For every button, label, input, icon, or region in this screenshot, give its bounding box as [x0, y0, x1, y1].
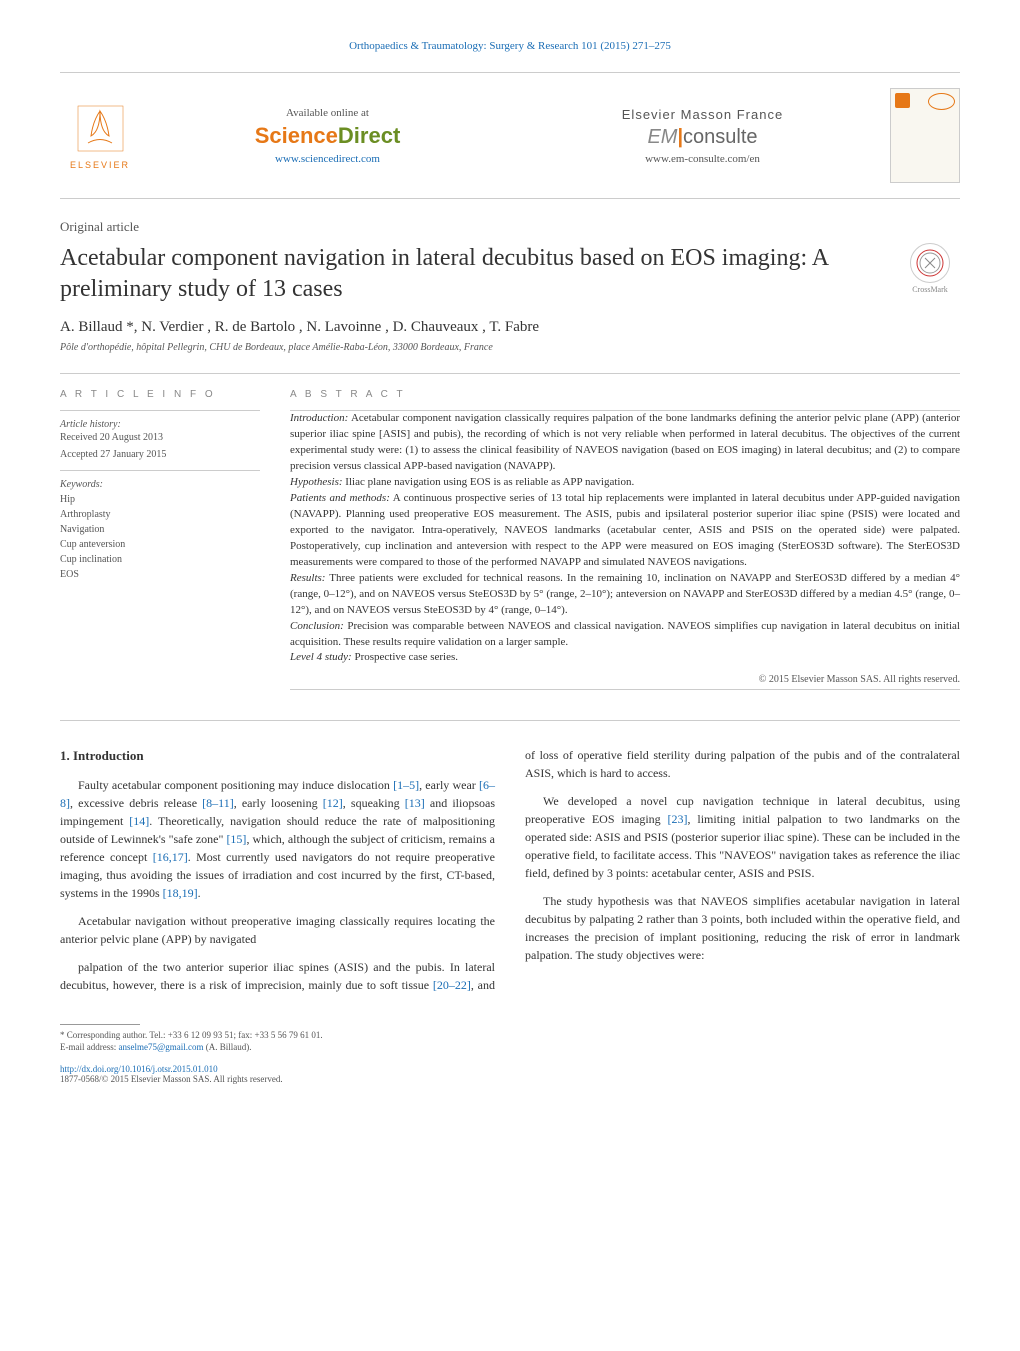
elsevier-tree-icon	[73, 101, 128, 156]
abstract-conclusion-label: Conclusion:	[290, 620, 344, 632]
ref-link[interactable]: [8–11]	[202, 796, 234, 810]
sciencedirect-block: Available online at ScienceDirect www.sc…	[140, 107, 515, 165]
abstract-patients-methods-label: Patients and methods:	[290, 492, 390, 504]
available-online-text: Available online at	[140, 107, 515, 119]
issn-copyright: 1877-0568/© 2015 Elsevier Masson SAS. Al…	[60, 1074, 960, 1084]
section-divider	[60, 720, 960, 721]
accepted-date: Accepted 27 January 2015	[60, 449, 260, 466]
abstract-body: Introduction: Acetabular component navig…	[290, 411, 960, 666]
keywords-list: Hip Arthroplasty Navigation Cup antevers…	[60, 492, 260, 582]
em-consulte-block: Elsevier Masson France EM|consulte www.e…	[515, 107, 890, 165]
ref-link[interactable]: [1–5]	[393, 778, 419, 792]
journal-citation: Orthopaedics & Traumatology: Surgery & R…	[60, 40, 960, 52]
abstract-patients-methods-text: A continuous prospective series of 13 to…	[290, 492, 960, 568]
received-date: Received 20 August 2013	[60, 432, 260, 449]
article-body: 1. Introduction Faulty acetabular compon…	[60, 746, 960, 994]
abstract-hypothesis-text: Iliac plane navigation using EOS is as r…	[343, 476, 635, 488]
em-consulte-url[interactable]: www.em-consulte.com/en	[515, 153, 890, 165]
abstract-hypothesis-label: Hypothesis:	[290, 476, 343, 488]
abstract-intro-text: Acetabular component navigation classica…	[290, 412, 960, 472]
body-paragraph: Acetabular navigation without preoperati…	[60, 912, 495, 948]
em-text: EM	[647, 126, 677, 148]
ref-link[interactable]: [14]	[129, 814, 149, 828]
keyword-item: Cup inclination	[60, 552, 260, 567]
elsevier-label: ELSEVIER	[60, 160, 140, 170]
page-footer: * Corresponding author. Tel.: +33 6 12 0…	[60, 1024, 960, 1084]
elsevier-logo: ELSEVIER	[60, 101, 140, 170]
sciencedirect-url[interactable]: www.sciencedirect.com	[140, 153, 515, 165]
abstract-level-text: Prospective case series.	[352, 651, 458, 663]
consulte-text: consulte	[683, 126, 758, 148]
keyword-item: EOS	[60, 567, 260, 582]
section-heading-introduction: 1. Introduction	[60, 746, 495, 766]
abstract-conclusion-text: Precision was comparable between NAVEOS …	[290, 620, 960, 648]
article-type: Original article	[60, 219, 960, 235]
keywords-label: Keywords:	[60, 479, 260, 490]
body-paragraph: We developed a novel cup navigation tech…	[525, 792, 960, 882]
sd-science-text: Science	[255, 123, 338, 148]
crossmark-label: CrossMark	[900, 285, 960, 294]
em-consulte-logo[interactable]: EM|consulte	[515, 126, 890, 149]
authors-list: A. Billaud *, N. Verdier , R. de Bartolo…	[60, 319, 960, 336]
ref-link[interactable]: [23]	[668, 812, 688, 826]
keyword-item: Arthroplasty	[60, 507, 260, 522]
ref-link[interactable]: [16,17]	[153, 850, 188, 864]
body-paragraph: The study hypothesis was that NAVEOS sim…	[525, 892, 960, 964]
abstract-intro-label: Introduction:	[290, 412, 348, 424]
corresponding-author-footnote: * Corresponding author. Tel.: +33 6 12 0…	[60, 1029, 960, 1054]
sciencedirect-logo[interactable]: ScienceDirect	[140, 123, 515, 149]
abstract-level-label: Level 4 study:	[290, 651, 352, 663]
journal-cover-thumbnail[interactable]	[890, 88, 960, 183]
crossmark-badge[interactable]: CrossMark	[900, 243, 960, 294]
abstract-heading: A B S T R A C T	[290, 389, 960, 400]
article-history-label: Article history:	[60, 419, 260, 430]
abstract-section: A B S T R A C T Introduction: Acetabular…	[290, 389, 960, 690]
corr-author-email[interactable]: anselme75@gmail.com	[118, 1042, 203, 1052]
sd-direct-text: Direct	[338, 123, 400, 148]
keyword-item: Cup anteversion	[60, 537, 260, 552]
affiliation: Pôle d'orthopédie, hôpital Pellegrin, CH…	[60, 342, 960, 353]
keyword-item: Navigation	[60, 522, 260, 537]
crossmark-icon	[910, 243, 950, 283]
ref-link[interactable]: [15]	[226, 832, 246, 846]
email-author-name: (A. Billaud).	[204, 1042, 252, 1052]
article-title: Acetabular component navigation in later…	[60, 243, 900, 305]
doi-link[interactable]: http://dx.doi.org/10.1016/j.otsr.2015.01…	[60, 1064, 960, 1074]
ref-link[interactable]: [18,19]	[163, 886, 198, 900]
keyword-item: Hip	[60, 492, 260, 507]
abstract-results-label: Results:	[290, 572, 325, 584]
ref-link[interactable]: [12]	[323, 796, 343, 810]
article-info-heading: A R T I C L E I N F O	[60, 389, 260, 400]
body-paragraph: Faulty acetabular component positioning …	[60, 776, 495, 902]
ref-link[interactable]: [13]	[405, 796, 425, 810]
ref-link[interactable]: [20–22]	[433, 978, 471, 992]
abstract-copyright: © 2015 Elsevier Masson SAS. All rights r…	[290, 674, 960, 685]
publisher-header: ELSEVIER Available online at ScienceDire…	[60, 72, 960, 199]
em-title: Elsevier Masson France	[515, 107, 890, 122]
article-info-sidebar: A R T I C L E I N F O Article history: R…	[60, 389, 260, 690]
abstract-results-text: Three patients were excluded for technic…	[290, 572, 960, 616]
email-label: E-mail address:	[60, 1042, 118, 1052]
corr-author-contact: * Corresponding author. Tel.: +33 6 12 0…	[60, 1029, 960, 1042]
